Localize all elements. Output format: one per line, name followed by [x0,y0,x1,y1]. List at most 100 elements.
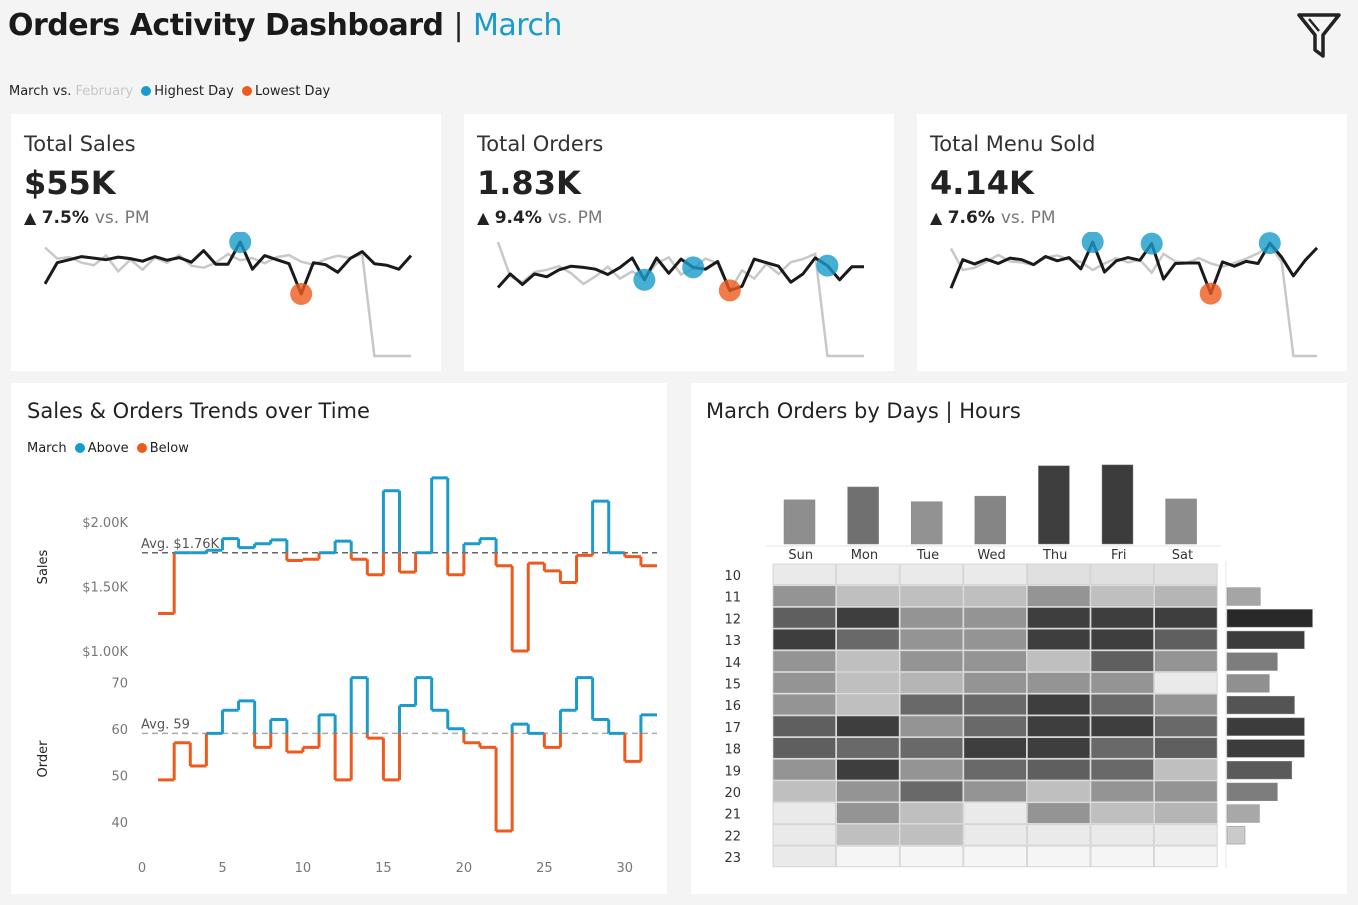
legend-current: March vs. [9,84,72,99]
heatmap-cell [899,802,964,824]
heatmap-cell [1026,606,1091,629]
kpi-card-sales[interactable]: Total Sales $55K ▲ 7.5% vs. PM [11,114,441,371]
filter-button[interactable] [1296,12,1342,60]
heatmap-cell [772,780,836,803]
heatmap-cell [772,802,836,824]
heatmap-cell [963,758,1027,781]
hour-label: 16 [724,699,741,714]
current-month-line [949,240,1319,296]
hour-total-bar [1226,717,1305,736]
heatmap-cell [963,715,1027,737]
trends-legend: March Above Below [27,441,189,456]
kpi-value: $55K [24,164,116,202]
legend-highest: Highest Day [154,84,234,99]
y-tick-label: $2.00K [82,516,128,531]
hour-label: 21 [724,808,741,823]
heatmap-cell [1154,672,1218,694]
y-tick-label: $1.00K [82,645,128,660]
y-axis-label: Order [36,740,51,778]
heatmap-cell [836,715,900,737]
hour-label: 12 [724,612,741,627]
up-arrow-icon: ▲ [24,208,37,227]
heatmap-cell [836,693,900,716]
trends-title: Sales & Orders Trends over Time [27,399,370,423]
heatmap-panel: March Orders by Days | Hours Sun Mon Tue We… [691,383,1347,894]
highest-day-marker [229,232,252,253]
x-tick-label: 15 [375,861,392,876]
hour-label: 14 [724,656,741,671]
up-arrow-icon: ▲ [477,208,490,227]
day-total-bar [1165,498,1197,545]
heatmap-cell [772,628,836,651]
hour-total-bar [1226,739,1305,758]
heatmap-cell [1090,845,1154,868]
heatmap-cell [1154,585,1218,607]
x-tick-label: 20 [456,861,473,876]
heatmap-cell [1154,606,1218,629]
heatmap-cell [772,758,836,781]
page-title: Orders Activity Dashboard | March [8,8,562,43]
trends-panel: Sales & Orders Trends over Time March Ab… [11,383,667,894]
kpi-value: 1.83K [477,164,581,202]
previous-month-line [496,241,864,358]
x-tick-label: 0 [138,861,146,876]
heatmap-cell [836,650,900,672]
heatmap-cell [963,606,1027,629]
day-label: Tue [916,548,939,563]
kpi-change-value: 7.6% [947,208,995,228]
hour-label: 11 [724,591,741,606]
kpi-change-value: 9.4% [494,208,542,228]
highest-dot-icon [141,86,152,96]
highest-day-marker [816,254,839,277]
heatmap-cell [1026,672,1091,694]
kpi-card-menu[interactable]: Total Menu Sold 4.14K ▲ 7.6% vs. PM [917,114,1347,371]
highest-day-marker [633,268,656,291]
heatmap-cell [1154,823,1218,846]
legend-above: Above [87,441,129,456]
heatmap-cell [899,737,964,759]
heatmap-cell [899,650,964,672]
heatmap-cell [1026,693,1091,716]
heatmap-cell [963,780,1027,803]
legend-month: March [27,441,67,456]
sales-sparkline [43,232,413,358]
kpi-vs-label: vs. PM [1000,208,1056,228]
day-total-bar [974,495,1007,545]
heatmap-cell [772,672,836,694]
heatmap-cell [1090,672,1154,694]
kpi-card-orders[interactable]: Total Orders 1.83K ▲ 9.4% vs. PM [464,114,894,371]
heatmap-cell [1026,802,1091,824]
title-separator: | [453,8,464,43]
heatmap-cell [1154,737,1218,759]
legend-top: March vs. February Highest Day Lowest Da… [9,84,330,99]
below-dot-icon [136,443,147,453]
x-tick-label: 30 [617,861,634,876]
y-tick-label: 70 [111,676,128,691]
hour-total-bar [1226,782,1278,801]
heatmap-chart: Sun Mon Tue Wed Thu Fri Sat 10 11 12 13 14 15 16 17 18 1… [724,464,1313,868]
heatmap-cell [1154,758,1218,781]
heatmap-cell [963,650,1027,672]
hour-label: 13 [724,634,741,649]
highest-day-marker [1140,232,1163,255]
heatmap-cell [899,563,964,586]
day-label: Wed [977,548,1005,563]
kpi-change: ▲ 7.6% vs. PM [930,208,1056,228]
heatmap-cell [899,780,964,803]
average-label: Avg. 59 [141,717,190,732]
lowest-day-marker [718,279,741,302]
heatmap-cell [836,823,900,846]
legend-below: Below [149,441,189,456]
heatmap-cell [1090,715,1154,737]
y-tick-label: 40 [111,816,128,831]
heatmap-cell [836,845,900,868]
current-month-line [496,256,864,292]
heatmap-cell [836,737,900,759]
hour-label: 17 [724,721,741,736]
hour-total-bar [1226,609,1313,628]
heatmap-cell [899,758,964,781]
previous-month-line [949,244,1317,358]
day-total-bar [847,486,879,545]
hour-total-bar [1226,761,1293,780]
